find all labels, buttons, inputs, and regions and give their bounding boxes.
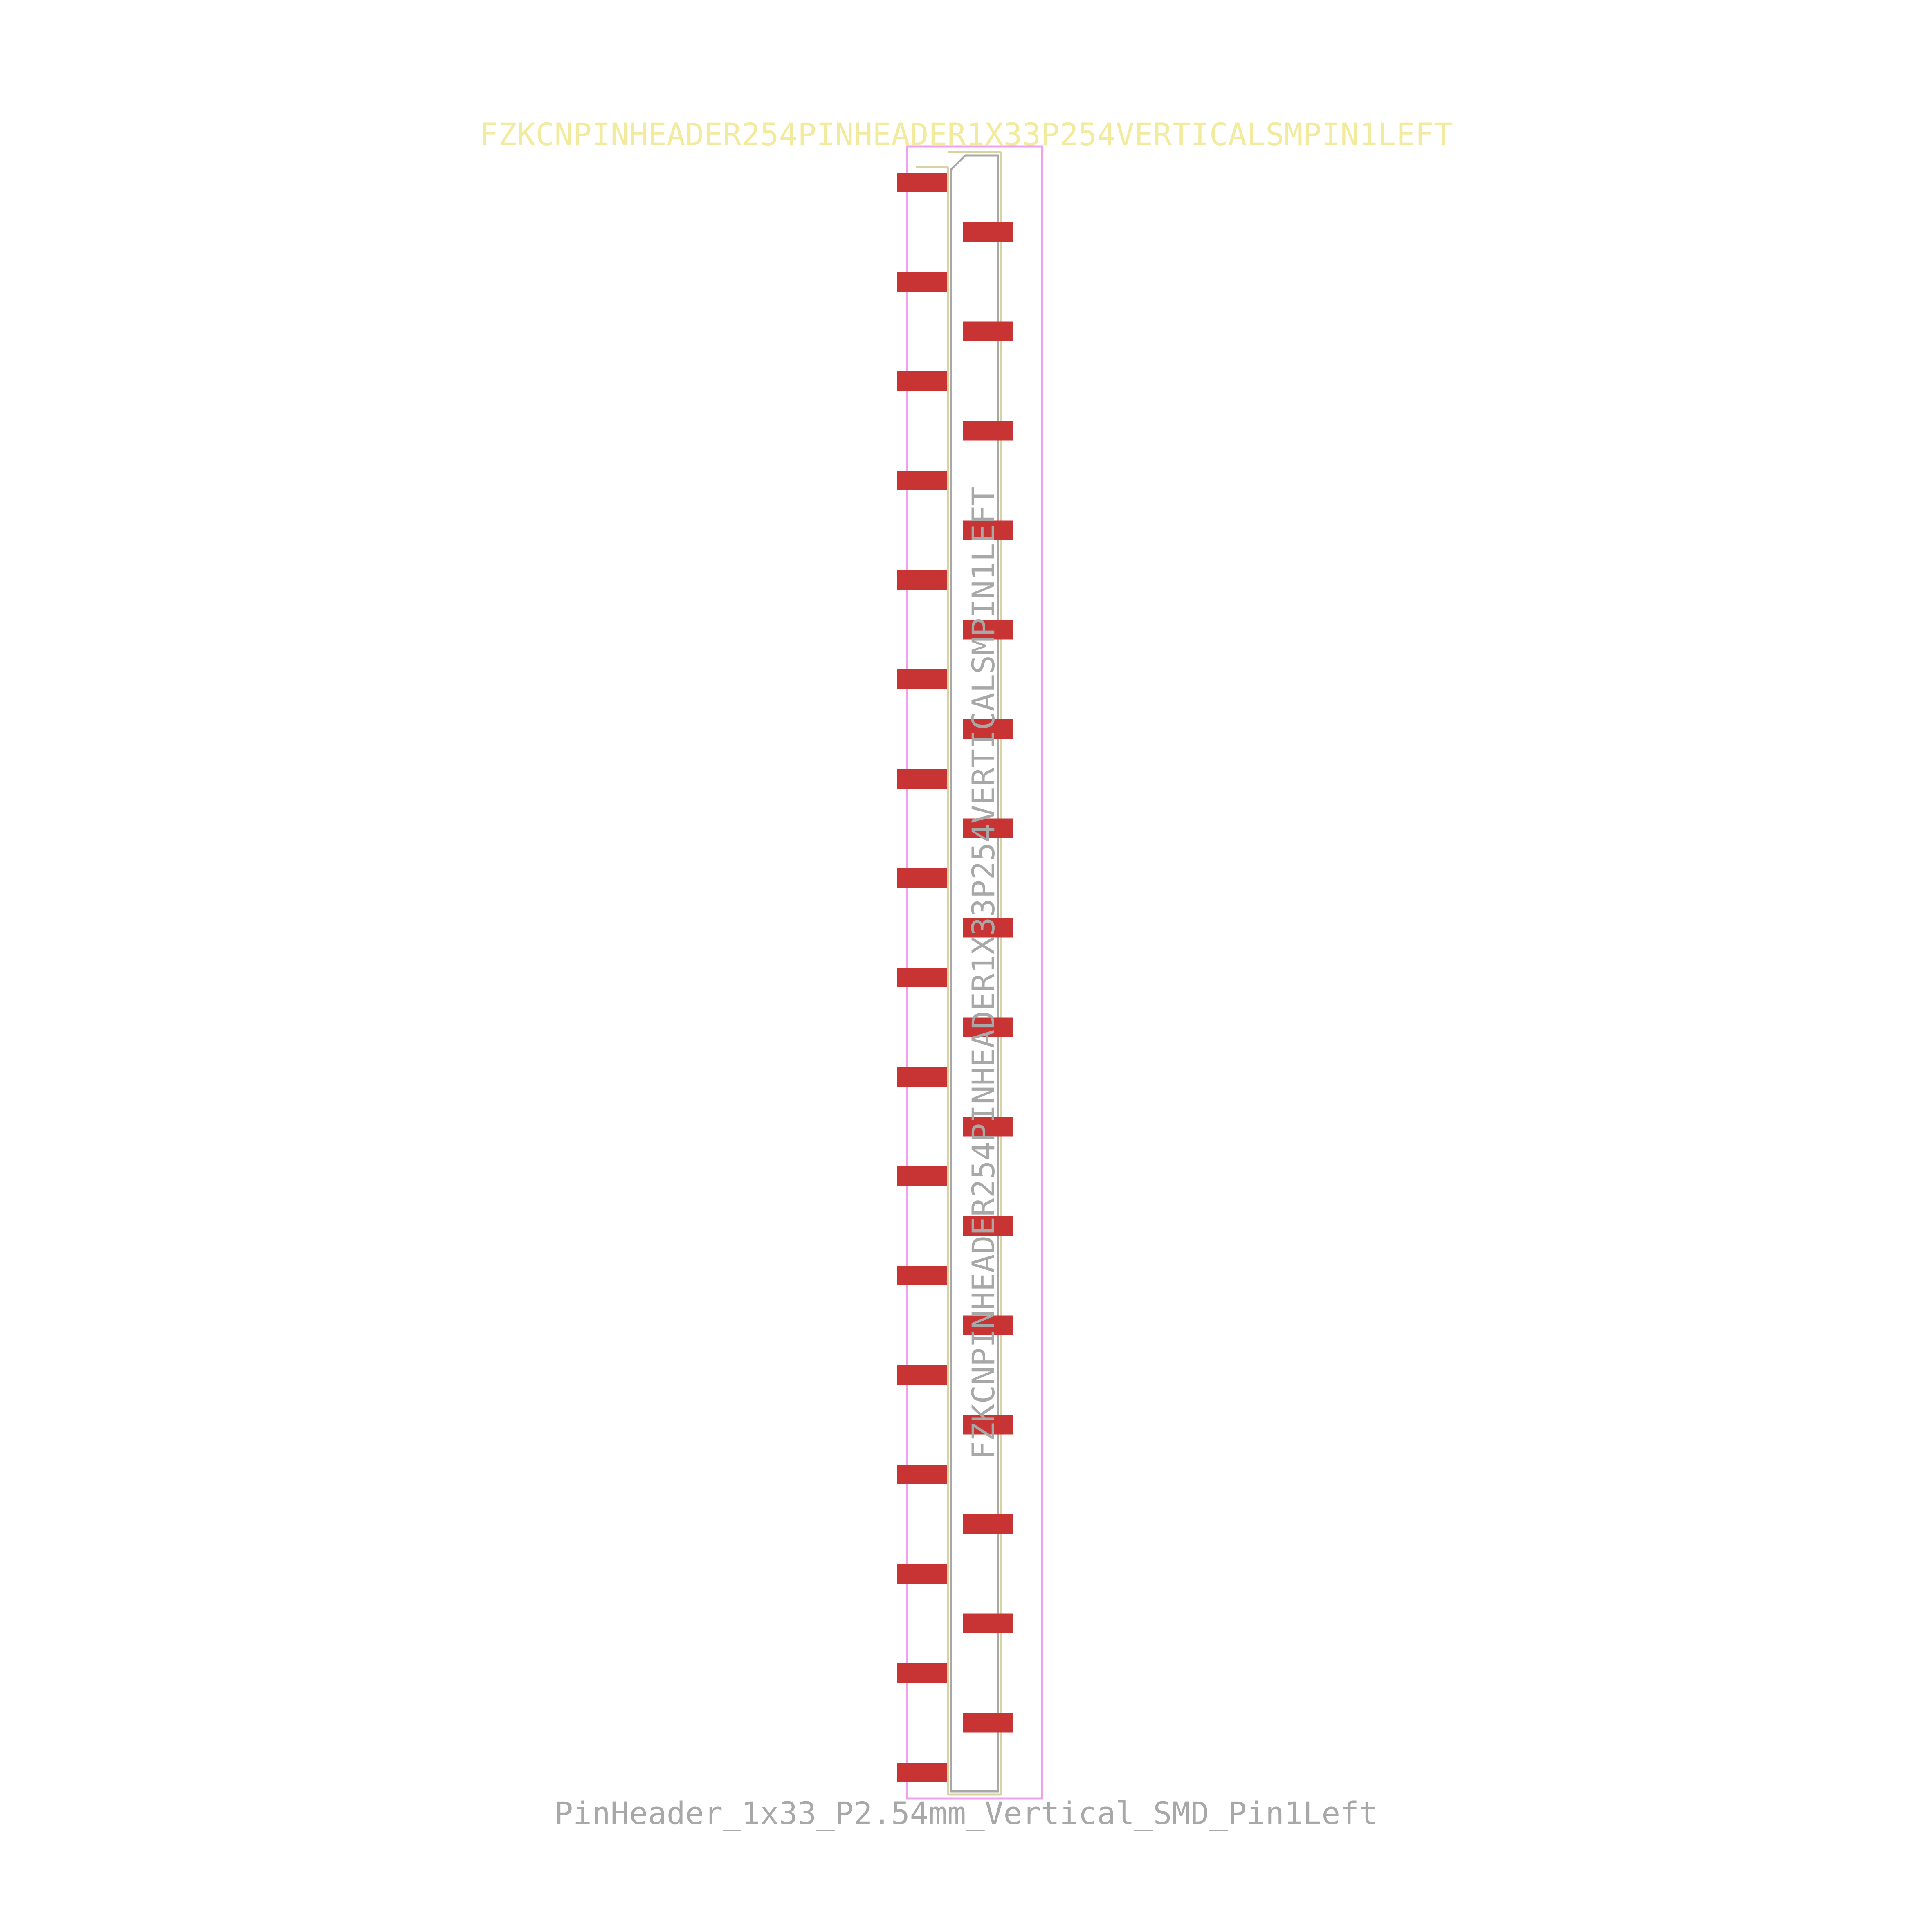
pad-23	[897, 1266, 947, 1285]
pad-9	[897, 570, 947, 590]
pads-group	[897, 173, 1013, 1782]
pad-28	[963, 1514, 1013, 1534]
pad-13	[897, 769, 947, 789]
pad-16	[963, 918, 1013, 938]
pad-24	[963, 1315, 1013, 1335]
pad-15	[897, 868, 947, 888]
pad-3	[897, 272, 947, 292]
pad-30	[963, 1613, 1013, 1633]
pad-29	[897, 1564, 947, 1584]
pad-12	[963, 719, 1013, 739]
value-label: PinHeader_1x33_P2.54mm_Vertical_SMD_Pin1…	[554, 1795, 1377, 1831]
pad-25	[897, 1365, 947, 1385]
pad-31	[897, 1663, 947, 1683]
pad-4	[963, 321, 1013, 341]
pad-20	[963, 1117, 1013, 1137]
pad-33	[897, 1763, 947, 1782]
pad-7	[897, 471, 947, 490]
pad-8	[963, 520, 1013, 540]
pad-10	[963, 620, 1013, 640]
pad-5	[897, 371, 947, 391]
pad-6	[963, 421, 1013, 441]
pad-19	[897, 1067, 947, 1087]
pad-21	[897, 1166, 947, 1186]
pad-14	[963, 818, 1013, 838]
pad-32	[963, 1713, 1013, 1733]
pad-27	[897, 1465, 947, 1484]
fab-label: FZKCNPINHEADER254PINHEADER1X33P254VERTIC…	[965, 487, 1002, 1460]
pad-18	[963, 1017, 1013, 1037]
pad-17	[897, 968, 947, 987]
pad-2	[963, 222, 1013, 242]
fab-body-outline	[950, 154, 999, 1793]
pad-26	[963, 1415, 1013, 1435]
pad-22	[963, 1216, 1013, 1236]
pad-11	[897, 669, 947, 689]
pad-1	[897, 173, 947, 192]
